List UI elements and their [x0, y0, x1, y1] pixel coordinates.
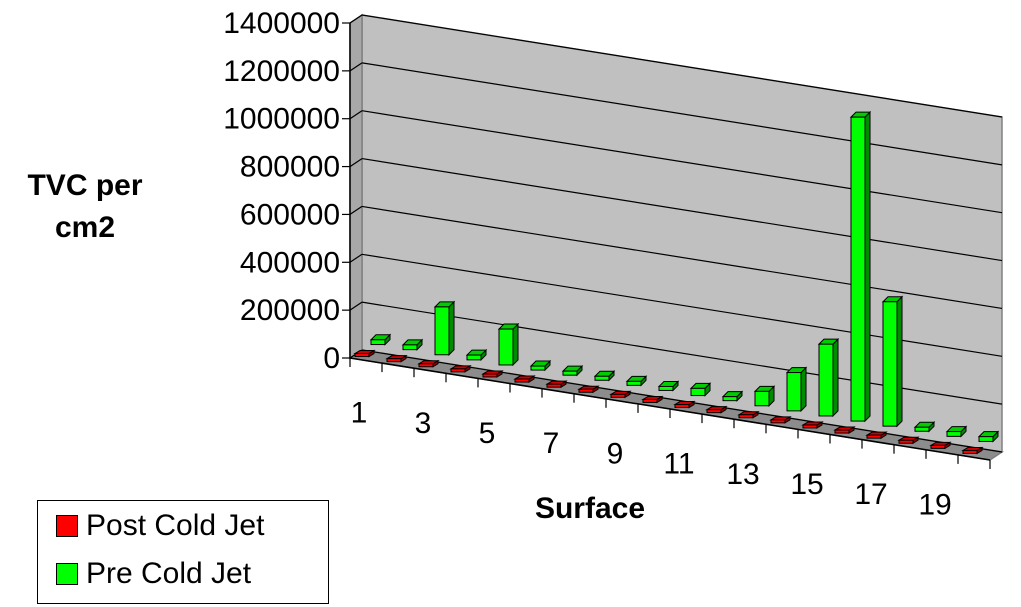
- bar-post-cold-jet-9: [609, 390, 632, 399]
- bar-pre-cold-jet-12: [721, 390, 744, 402]
- bar-pre-cold-jet-13: [753, 385, 776, 407]
- x-tick-label: 1: [351, 397, 368, 430]
- bar-pre-cold-jet-20: [977, 430, 1000, 443]
- axes: [342, 22, 991, 469]
- bar-pre-cold-jet-4: [465, 348, 488, 362]
- gridline-side: [349, 301, 363, 311]
- bar-post-cold-jet-18: [897, 436, 920, 445]
- bar-post-cold-jet-6: [513, 375, 536, 383]
- bar-post-cold-jet-8: [577, 385, 600, 394]
- bar-pre-cold-jet-2: [401, 338, 424, 351]
- bar-post-cold-jet-2: [385, 354, 408, 363]
- legend-label: Pre Cold Jet: [86, 557, 252, 590]
- y-tick-label: 1200000: [223, 55, 340, 88]
- bar-pre-cold-jet-11: [689, 382, 712, 397]
- bar-pre-cold-jet-10: [657, 380, 680, 392]
- gridline: [361, 205, 1003, 310]
- gridline-side: [349, 253, 363, 263]
- bar-post-cold-jet-7: [545, 380, 568, 389]
- bar-post-cold-jet-17: [865, 431, 888, 440]
- y-tick-label: 1000000: [223, 103, 340, 136]
- y-tick-label: 1400000: [223, 7, 340, 40]
- y-tick-label: 600000: [240, 198, 340, 231]
- gridline-side: [349, 14, 363, 24]
- bar-post-cold-jet-14: [769, 415, 792, 424]
- gridline: [361, 62, 1003, 166]
- bar-post-cold-jet-20: [961, 446, 984, 455]
- bar-pre-cold-jet-8: [593, 370, 616, 382]
- bar-pre-cold-jet-3: [433, 300, 456, 356]
- y-tick-label: 400000: [240, 246, 340, 279]
- gridline: [361, 157, 1003, 262]
- gridline-side: [349, 205, 363, 215]
- legend: Post Cold Jet Pre Cold Jet: [37, 500, 329, 604]
- x-tick-label: 7: [543, 427, 560, 460]
- bar-post-cold-jet-11: [673, 400, 696, 409]
- x-tick-label: 19: [918, 488, 951, 521]
- legend-swatch-post-cold-jet: [56, 515, 78, 537]
- gridline-side: [349, 110, 363, 120]
- bar-post-cold-jet-16: [833, 426, 856, 434]
- x-tick-label: 5: [479, 417, 496, 450]
- bar-pre-cold-jet-17: [881, 295, 904, 428]
- y-tick-label: 200000: [240, 294, 340, 327]
- bar-post-cold-jet-1: [353, 349, 376, 358]
- bar-post-cold-jet-3: [417, 359, 440, 368]
- bars: [353, 110, 1000, 455]
- y-axis-title: TVC per cm2: [27, 169, 143, 244]
- x-tick-label: 3: [415, 407, 432, 440]
- bar-pre-cold-jet-15: [817, 337, 840, 418]
- bar-pre-cold-jet-1: [369, 333, 392, 346]
- y-tick-label: 0: [323, 342, 340, 375]
- bar-pre-cold-jet-14: [785, 366, 808, 413]
- bar-post-cold-jet-5: [481, 370, 504, 378]
- bar-post-cold-jet-12: [705, 405, 728, 414]
- bar-pre-cold-jet-6: [529, 359, 552, 372]
- x-tick-label: 9: [607, 437, 624, 470]
- back-wall: [361, 14, 1003, 453]
- bar-post-cold-jet-15: [801, 421, 824, 429]
- bar-pre-cold-jet-7: [561, 364, 584, 377]
- bar-post-cold-jet-4: [449, 364, 472, 373]
- gridline-side: [349, 62, 363, 72]
- chart-walls: [347, 13, 1005, 461]
- tick-labels: 1400000 1200000 1000000 800000 600000 400000 2…: [223, 7, 951, 521]
- gridline: [361, 14, 1003, 118]
- legend-item-post-cold-jet: Post Cold Jet: [56, 506, 264, 546]
- x-tick-label: 15: [790, 468, 823, 501]
- legend-item-pre-cold-jet: Pre Cold Jet: [56, 554, 251, 594]
- legend-swatch-pre-cold-jet: [56, 563, 78, 585]
- y-tick-label: 800000: [240, 151, 340, 184]
- x-tick-label: 11: [663, 448, 694, 481]
- x-tick-label: 17: [854, 478, 887, 511]
- bar-pre-cold-jet-18: [913, 421, 936, 433]
- bar-pre-cold-jet-9: [625, 375, 648, 387]
- x-tick-label: 13: [726, 458, 759, 491]
- bar-post-cold-jet-19: [929, 441, 952, 450]
- bar-post-cold-jet-10: [641, 395, 664, 404]
- gridline-side: [349, 158, 363, 168]
- legend-label: Post Cold Jet: [86, 509, 265, 542]
- x-axis-title: Surface: [534, 492, 646, 525]
- gridline: [361, 110, 1003, 214]
- bar-pre-cold-jet-5: [497, 322, 520, 367]
- bar-pre-cold-jet-19: [945, 425, 968, 438]
- bar-pre-cold-jet-16: [849, 110, 872, 423]
- bar-post-cold-jet-13: [737, 410, 760, 419]
